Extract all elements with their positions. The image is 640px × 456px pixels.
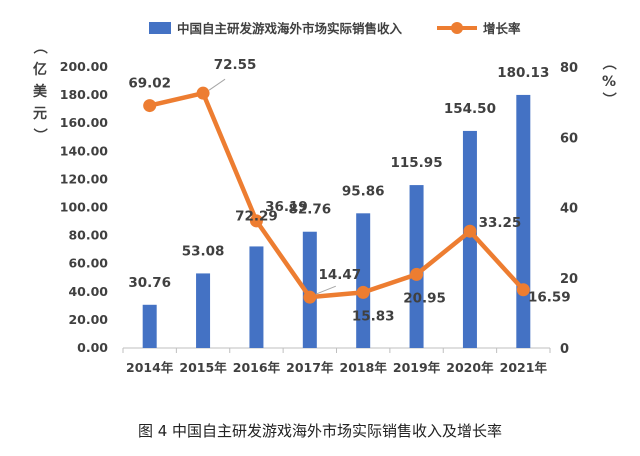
- x-tick-label: 2015年: [179, 360, 227, 375]
- y-right-axis-label-char: （: [600, 56, 616, 70]
- bar-data-label: 154.50: [444, 101, 496, 117]
- growth-point: [249, 214, 263, 228]
- growth-point: [516, 283, 530, 297]
- y-left-tick-label: 140.00: [60, 143, 109, 158]
- y-left-tick-label: 40.00: [68, 284, 108, 299]
- y-right-tick-label: 20: [560, 272, 578, 287]
- y-left-tick-label: 60.00: [68, 256, 108, 271]
- bar: [142, 304, 157, 348]
- legend-line-label: 增长率: [483, 21, 521, 36]
- y-left-tick-label: 100.00: [60, 200, 109, 215]
- x-tick-label: 2020年: [446, 360, 494, 375]
- legend-line-marker: [451, 22, 463, 34]
- line-data-label: 14.47: [318, 267, 361, 283]
- bar-data-label: 115.95: [391, 155, 443, 171]
- line-data-label: 15.83: [352, 308, 395, 324]
- x-tick-label: 2014年: [126, 360, 174, 375]
- bar-data-label: 30.76: [128, 275, 171, 291]
- growth-point: [303, 290, 317, 304]
- y-right-tick-label: 40: [560, 202, 578, 217]
- x-tick-label: 2016年: [233, 360, 281, 375]
- legend-bar-swatch: [149, 22, 171, 34]
- y-right-tick-label: 60: [560, 131, 578, 146]
- x-tick-label: 2017年: [286, 360, 334, 375]
- line-data-label: 72.55: [214, 57, 257, 73]
- growth-point: [143, 99, 157, 113]
- bar: [409, 185, 424, 348]
- bar-data-label: 82.76: [288, 202, 331, 218]
- y-left-axis-label-char: 元: [33, 106, 47, 122]
- growth-point: [463, 224, 477, 238]
- y-right-axis-label-char: %: [602, 74, 616, 90]
- y-left-tick-label: 200.00: [60, 59, 109, 74]
- y-left-axis-label-char: （: [31, 40, 47, 54]
- x-tick-label: 2021年: [500, 360, 548, 375]
- bar: [462, 130, 477, 348]
- line-data-label: 69.02: [128, 76, 171, 92]
- bar: [196, 273, 211, 348]
- y-left-tick-label: 20.00: [68, 312, 108, 327]
- growth-line: [147, 90, 526, 300]
- y-left-tick-label: 180.00: [60, 87, 109, 102]
- legend-bar-label: 中国自主研发游戏海外市场实际销售收入: [177, 21, 403, 36]
- line-data-label: 16.59: [528, 290, 571, 306]
- y-right-tick-label: 80: [560, 61, 578, 76]
- y-left-tick-label: 160.00: [60, 115, 109, 130]
- growth-point: [196, 86, 210, 100]
- y-left-axis-label-char: 亿: [33, 61, 47, 78]
- data-label-leader: [315, 285, 336, 295]
- x-tick-label: 2018年: [340, 360, 388, 375]
- bar-data-label: 180.13: [497, 65, 549, 81]
- bar-data-label: 53.08: [182, 243, 225, 259]
- line-data-label: 36.19: [265, 199, 308, 215]
- data-label-leader: [208, 78, 226, 91]
- y-right-tick-label: 0: [560, 342, 569, 357]
- y-right-axis-label-char: ）: [600, 92, 616, 106]
- y-left-axis-label-char: ）: [31, 128, 47, 142]
- chart: 0.00 20.00 40.00 60.00 80.00 100.00 120.00 140.…: [31, 21, 616, 375]
- bar: [302, 231, 317, 348]
- x-tick-label: 2019年: [393, 360, 441, 375]
- bar: [249, 246, 264, 348]
- y-left-tick-label: 120.00: [60, 171, 109, 186]
- figure-caption: 图 4 中国自主研发游戏海外市场实际销售收入及增长率: [137, 422, 503, 440]
- line-data-label: 20.95: [403, 290, 446, 306]
- y-left-tick-label: 0.00: [77, 340, 108, 355]
- bar-data-label: 95.86: [342, 183, 385, 199]
- line-data-label: 33.25: [479, 215, 522, 231]
- bar: [356, 213, 371, 348]
- growth-point: [356, 285, 370, 299]
- y-left-axis-label-char: 美: [33, 83, 48, 100]
- bar-data-label: 72.29: [235, 208, 278, 224]
- y-left-tick-label: 80.00: [68, 228, 108, 243]
- growth-point: [410, 267, 424, 281]
